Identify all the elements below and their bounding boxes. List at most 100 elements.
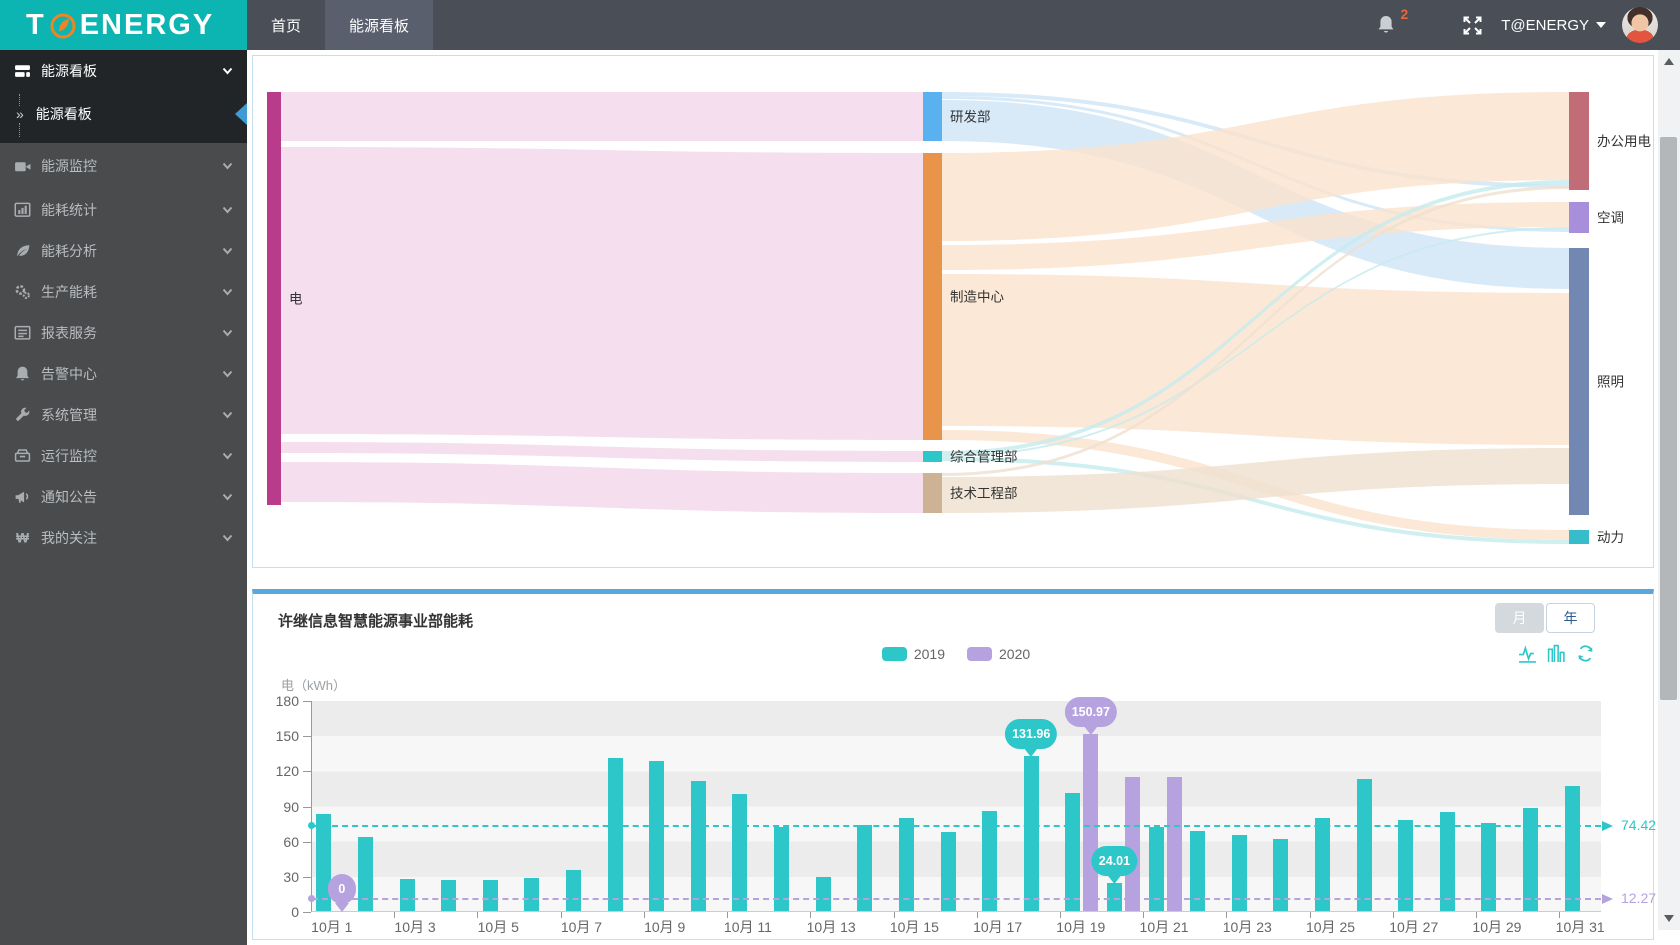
bar-2019[interactable] (524, 878, 540, 911)
bar-2019[interactable] (607, 758, 623, 911)
refresh-icon[interactable] (1576, 644, 1595, 663)
scroll-up-arrow-icon[interactable] (1658, 52, 1680, 70)
bar-2019[interactable] (316, 813, 332, 911)
chevron-down-icon (222, 206, 233, 214)
x-tick-label: 10月 1 (311, 919, 353, 935)
sankey-node[interactable] (923, 451, 942, 462)
sidebar-item-5[interactable]: 报表服务 (0, 312, 247, 353)
bar-2019[interactable] (982, 811, 998, 911)
period-button-年[interactable]: 年 (1546, 603, 1595, 633)
bar-2020[interactable] (1124, 777, 1140, 911)
legend-item-2020[interactable]: 2020 (967, 646, 1030, 662)
scroll-down-arrow-icon[interactable] (1658, 910, 1680, 928)
chevron-down-icon (222, 411, 233, 419)
bar-chart-icon[interactable] (1547, 644, 1566, 663)
markpoint-tail (1107, 874, 1122, 884)
user-avatar[interactable] (1622, 7, 1658, 43)
sidebar: T ENERGY 能源看板 » 能源看板 能源监控 能耗统计 能耗分析 生产能耗 报表服务 告警… (0, 0, 247, 945)
sidebar-item-3[interactable]: 能耗分析 (0, 230, 247, 271)
vertical-scrollbar[interactable] (1658, 50, 1680, 930)
fullscreen-button[interactable] (1462, 15, 1483, 36)
bar-2019[interactable] (1148, 826, 1164, 911)
sidebar-item-6[interactable]: 告警中心 (0, 353, 247, 394)
sankey-node[interactable] (1569, 92, 1589, 190)
sidebar-item-8[interactable]: 运行监控 (0, 435, 247, 476)
x-tick-mark (1060, 912, 1062, 918)
bar-2019[interactable] (357, 837, 373, 911)
sankey-node[interactable] (1569, 202, 1589, 233)
markline-value-label: 12.27 (1621, 889, 1657, 906)
bar-2019[interactable] (1523, 807, 1539, 911)
tab-bar: 首页 能源看板 (247, 0, 434, 50)
bar-2019[interactable] (732, 793, 748, 911)
bar-2019[interactable] (1481, 823, 1497, 911)
notifications-button[interactable]: 2 (1376, 6, 1408, 36)
sankey-node[interactable] (923, 92, 942, 141)
bar-2019[interactable] (690, 780, 706, 911)
markpoint-2019: 24.01 (1091, 845, 1138, 884)
tab-首页[interactable]: 首页 (271, 17, 302, 35)
bar-2019[interactable] (815, 877, 831, 911)
bar-2020[interactable] (1166, 777, 1182, 911)
bar-2019[interactable] (774, 826, 790, 911)
stats-icon (14, 202, 31, 217)
bar-2020[interactable] (1083, 734, 1099, 911)
sankey-node-label: 电 (289, 292, 303, 307)
bar-2019[interactable] (1273, 838, 1289, 911)
average-markline-2019: 74.42 (308, 817, 1656, 833)
bar-2019[interactable] (940, 832, 956, 911)
bar-2019[interactable] (898, 818, 914, 911)
bar-2019[interactable] (1106, 882, 1122, 911)
y-tick-mark (303, 841, 311, 843)
bar-2019[interactable] (565, 869, 581, 911)
bar-2019[interactable] (649, 760, 665, 911)
sidebar-item-1[interactable]: 能源监控 (0, 143, 247, 189)
bar-2019[interactable] (1065, 793, 1081, 911)
bar-2019[interactable] (857, 825, 873, 911)
bar-2019[interactable] (1356, 778, 1372, 911)
period-button-月[interactable]: 月 (1495, 603, 1544, 633)
bar-2019[interactable] (1398, 819, 1414, 911)
chevron-down-icon (222, 329, 233, 337)
sidebar-subitem-label: 能源看板 (35, 105, 92, 122)
bar-2019[interactable] (441, 879, 457, 911)
sankey-node[interactable] (267, 92, 281, 505)
sidebar-subitem-能源看板[interactable]: » 能源看板 (0, 94, 247, 137)
account-dropdown[interactable]: T@ENERGY (1501, 17, 1606, 34)
sidebar-item-label: 能源看板 (41, 62, 97, 79)
sankey-node[interactable] (923, 473, 942, 513)
markline-dot (308, 895, 315, 903)
chevron-down-icon (222, 534, 233, 542)
bar-2019[interactable] (1564, 786, 1580, 911)
sankey-link (942, 274, 1569, 445)
bar-2019[interactable] (482, 879, 498, 911)
sidebar-item-10[interactable]: ₩ 我的关注 (0, 517, 247, 558)
bar-2019[interactable] (399, 879, 415, 911)
sankey-node[interactable] (923, 153, 942, 440)
y-tick-label: 0 (291, 904, 299, 920)
bar-2019[interactable] (1315, 818, 1331, 911)
x-tick-label: 10月 13 (806, 919, 856, 935)
bar-2019[interactable] (1190, 831, 1206, 911)
bar-2019[interactable] (1231, 834, 1247, 911)
x-tick-mark (643, 912, 645, 918)
sidebar-item-4[interactable]: 生产能耗 (0, 271, 247, 312)
scrollbar-thumb[interactable] (1660, 137, 1677, 700)
sankey-node[interactable] (1569, 530, 1589, 544)
megaphone-icon (15, 491, 29, 503)
sidebar-item-7[interactable]: 系统管理 (0, 394, 247, 435)
bar-2019[interactable] (1023, 756, 1039, 911)
sidebar-item-9[interactable]: 通知公告 (0, 476, 247, 517)
sidebar-item-0[interactable]: 能源看板 (0, 50, 247, 91)
chevron-down-icon (222, 67, 233, 75)
content-area: 电 研发部 制造中心 综合管理部 技术工程部 办公用电 空调 照明 动力 许继信息智慧能源事业部… (247, 50, 1680, 945)
bar-2019[interactable] (1439, 811, 1455, 911)
sidebar-item-label: 能耗分析 (41, 242, 97, 259)
sankey-node-label: 办公用电 (1597, 134, 1651, 149)
line-chart-icon[interactable] (1518, 644, 1537, 663)
legend-item-2019[interactable]: 2019 (881, 646, 945, 662)
tab-能源看板[interactable]: 能源看板 (325, 0, 434, 50)
sidebar-item-2[interactable]: 能耗统计 (0, 189, 247, 230)
sankey-node[interactable] (1569, 248, 1589, 515)
